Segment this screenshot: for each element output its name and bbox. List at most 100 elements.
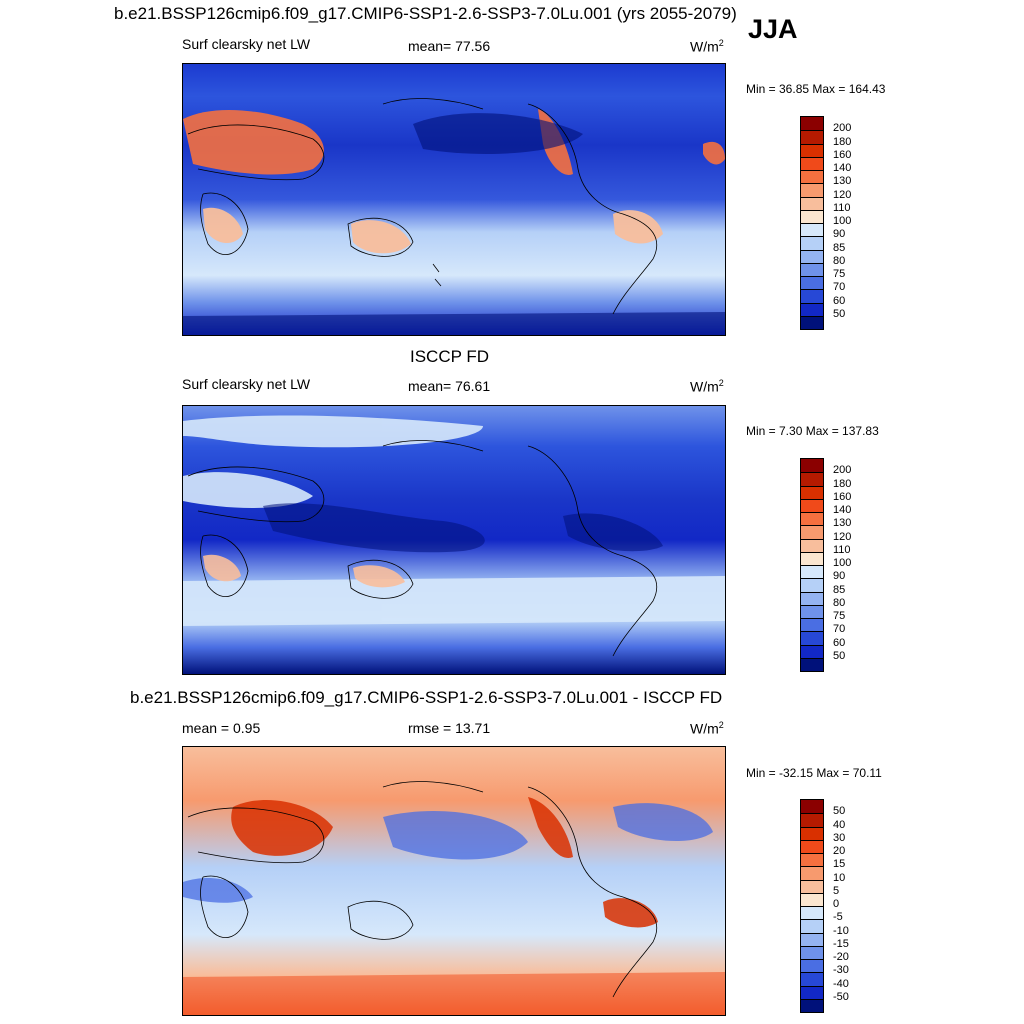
colorbar-tick-label: 5 (833, 884, 840, 897)
colorbar-swatch (801, 959, 823, 973)
colorbar-swatch (801, 618, 823, 632)
panel-obs-dark-regions (263, 503, 663, 553)
panel-obs-map (182, 405, 726, 675)
colorbar-tick-label: 140 (833, 162, 852, 174)
panel-model-coastlines (187, 98, 658, 315)
colorbar-tick-label: 160 (833, 148, 852, 161)
panel-model-minmax: Min = 36.85 Max = 164.43 (746, 82, 886, 96)
colorbar-tick-label: 80 (833, 596, 846, 609)
colorbar-tick-label: 100 (833, 215, 852, 227)
colorbar-tick-label: 15 (833, 858, 846, 871)
panel-model-dark-regions (183, 113, 725, 335)
panel-model-title: b.e21.BSSP126cmip6.f09_g17.CMIP6-SSP1-2.… (114, 4, 737, 23)
colorbar-tick-label: 120 (833, 530, 852, 543)
colorbar-tick-label: 70 (833, 281, 846, 294)
panel-diff-unit: W/m2 (690, 720, 724, 737)
colorbar-swatch (801, 631, 823, 645)
colorbar-tick-label: 60 (833, 294, 846, 307)
colorbar-tick-label: 50 (833, 307, 846, 320)
colorbar-swatch (801, 945, 823, 959)
colorbar-swatch (801, 459, 823, 473)
colorbar-swatch (801, 985, 823, 999)
colorbar-swatch (801, 117, 823, 131)
panel-diff-title: b.e21.BSSP126cmip6.f09_g17.CMIP6-SSP1-2.… (130, 688, 723, 707)
colorbar-swatch (801, 538, 823, 552)
colorbar-tick-label: 50 (833, 805, 846, 818)
colorbar-tick-label: 0 (833, 898, 840, 910)
colorbar-swatch (801, 498, 823, 512)
colorbar-swatch (801, 249, 823, 263)
panel-diff-negative-regions (183, 803, 713, 903)
colorbar-swatch (801, 565, 823, 579)
colorbar-swatch (801, 604, 823, 618)
colorbar-tick-label: 200 (833, 464, 852, 477)
panel-diff-colorbar (800, 799, 824, 1013)
colorbar-tick-label: 30 (833, 831, 846, 844)
panel-diff-positive-regions (183, 797, 725, 1015)
colorbar-swatch (801, 525, 823, 539)
colorbar-swatch (801, 302, 823, 316)
colorbar-swatch (801, 839, 823, 853)
colorbar-tick-label: -30 (833, 964, 849, 977)
colorbar-swatch (801, 644, 823, 658)
colorbar-swatch (801, 932, 823, 946)
panel-obs-variable-label: Surf clearsky net LW (182, 376, 311, 392)
colorbar-tick-label: 40 (833, 818, 846, 831)
colorbar-swatch (801, 223, 823, 237)
colorbar-tick-label: 80 (833, 254, 846, 267)
colorbar-swatch (801, 853, 823, 867)
colorbar-tick-label: -50 (833, 990, 849, 1003)
panel-diff-mean-label: mean = 0.95 (182, 720, 261, 736)
colorbar-swatch (801, 919, 823, 933)
panel-diff-field (183, 747, 725, 1015)
colorbar-tick-label: 130 (833, 517, 852, 530)
panel-obs-title: ISCCP FD (410, 347, 490, 366)
panel-obs-coastlines (187, 440, 658, 657)
colorbar-tick-label: -15 (833, 937, 849, 950)
colorbar-tick-label: 90 (833, 228, 846, 241)
colorbar-tick-label: 20 (833, 845, 846, 857)
colorbar-swatch (801, 183, 823, 197)
colorbar-tick-label: 50 (833, 649, 846, 662)
colorbar-swatch (801, 813, 823, 827)
season-label: JJA (748, 14, 798, 44)
colorbar-tick-label: 140 (833, 504, 852, 516)
panel-diff-coastlines (187, 781, 658, 998)
panel-model-variable-label: Surf clearsky net LW (182, 36, 311, 52)
colorbar-swatch (801, 879, 823, 893)
colorbar-swatch (801, 289, 823, 303)
panel-diff-rmse-label: rmse = 13.71 (408, 720, 491, 736)
colorbar-swatch (801, 657, 823, 671)
colorbar-tick-label: 75 (833, 268, 846, 280)
colorbar-swatch (801, 512, 823, 526)
colorbar-tick-label: 110 (833, 543, 851, 556)
colorbar-swatch (801, 262, 823, 276)
panel-obs-light-regions (183, 415, 725, 626)
panel-obs-warm-regions (203, 554, 405, 588)
colorbar-swatch (801, 156, 823, 170)
colorbar-swatch (801, 209, 823, 223)
panel-model-mean-label: mean= 77.56 (408, 38, 491, 54)
colorbar-tick-label: 120 (833, 188, 852, 201)
colorbar-tick-label: -20 (833, 951, 849, 963)
colorbar-swatch (801, 130, 823, 144)
colorbar-swatch (801, 551, 823, 565)
colorbar-tick-label: 85 (833, 241, 846, 254)
colorbar-tick-label: -10 (833, 924, 849, 937)
panel-diff-minmax: Min = -32.15 Max = 70.11 (746, 766, 882, 780)
colorbar-swatch (801, 143, 823, 157)
colorbar-swatch (801, 998, 823, 1012)
colorbar-tick-label: 60 (833, 636, 846, 649)
colorbar-swatch (801, 826, 823, 840)
colorbar-tick-label: 110 (833, 201, 851, 214)
panel-model-field (183, 64, 725, 335)
panel-obs-mean-label: mean= 76.61 (408, 378, 491, 394)
panel-obs-minmax: Min = 7.30 Max = 137.83 (746, 424, 879, 438)
colorbar-swatch (801, 485, 823, 499)
panel-obs-unit: W/m2 (690, 378, 724, 395)
colorbar-swatch (801, 591, 823, 605)
colorbar-swatch (801, 315, 823, 329)
colorbar-tick-label: 180 (833, 135, 852, 148)
colorbar-swatch (801, 472, 823, 486)
colorbar-swatch (801, 236, 823, 250)
